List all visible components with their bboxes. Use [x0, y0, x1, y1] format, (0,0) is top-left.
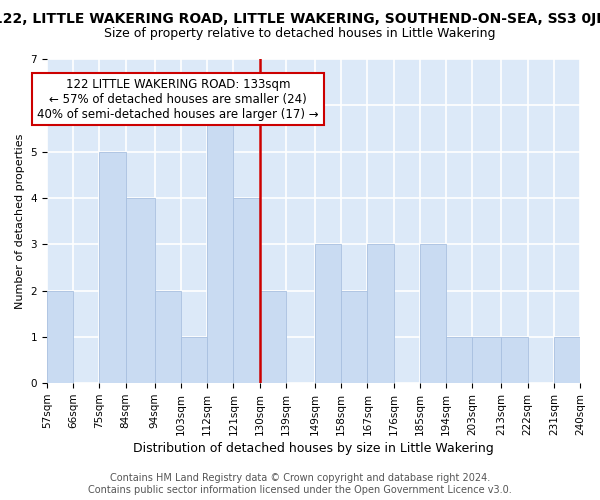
Bar: [155, 290, 181, 383]
Bar: [554, 337, 580, 383]
Y-axis label: Number of detached properties: Number of detached properties: [15, 134, 25, 309]
Text: Size of property relative to detached houses in Little Wakering: Size of property relative to detached ho…: [104, 28, 496, 40]
Bar: [207, 106, 233, 383]
Bar: [260, 290, 286, 383]
Bar: [181, 337, 207, 383]
Bar: [47, 290, 73, 383]
Bar: [446, 337, 472, 383]
Bar: [420, 244, 446, 383]
Bar: [341, 290, 367, 383]
Bar: [315, 244, 341, 383]
Text: Contains HM Land Registry data © Crown copyright and database right 2024.
Contai: Contains HM Land Registry data © Crown c…: [88, 474, 512, 495]
Text: 122 LITTLE WAKERING ROAD: 133sqm
← 57% of detached houses are smaller (24)
40% o: 122 LITTLE WAKERING ROAD: 133sqm ← 57% o…: [37, 78, 319, 120]
Text: 122, LITTLE WAKERING ROAD, LITTLE WAKERING, SOUTHEND-ON-SEA, SS3 0JH: 122, LITTLE WAKERING ROAD, LITTLE WAKERI…: [0, 12, 600, 26]
Bar: [472, 337, 502, 383]
Bar: [233, 198, 260, 383]
Bar: [100, 152, 125, 383]
Bar: [125, 198, 155, 383]
Bar: [367, 244, 394, 383]
X-axis label: Distribution of detached houses by size in Little Wakering: Distribution of detached houses by size …: [133, 442, 494, 455]
Bar: [502, 337, 527, 383]
